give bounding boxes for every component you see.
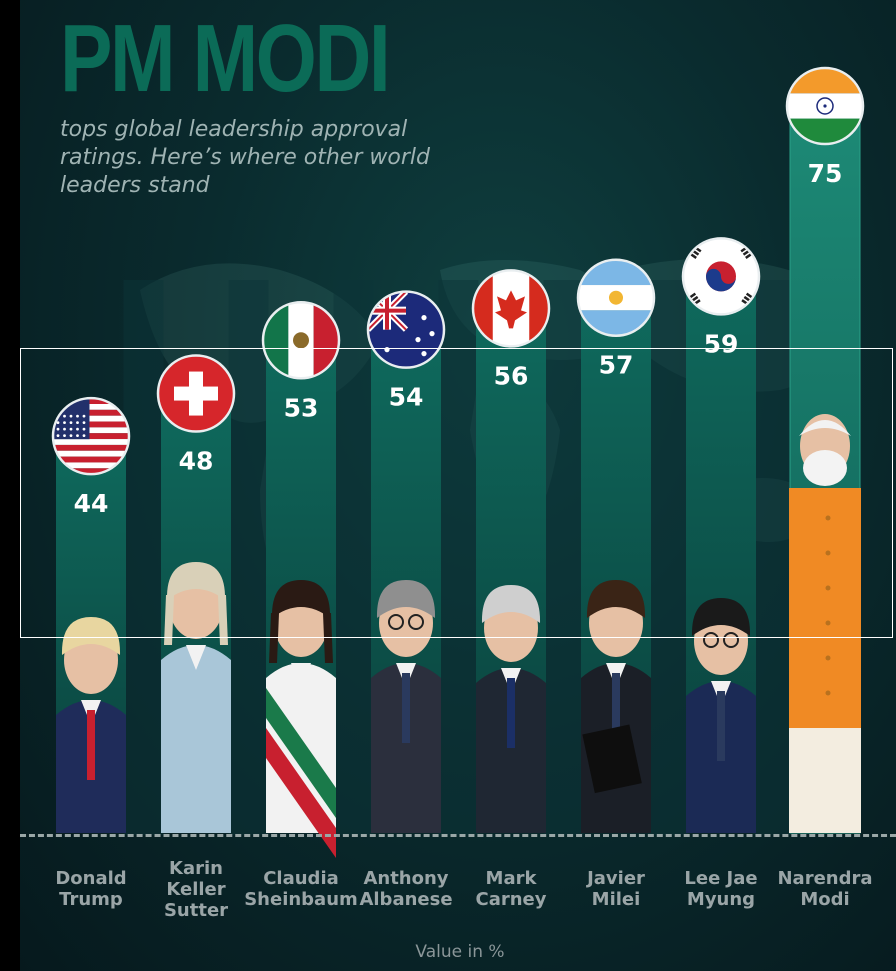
- x-axis-label: Value in %: [415, 942, 505, 962]
- category-label-line: Carney: [475, 889, 547, 910]
- category-label: Mark Carney: [446, 868, 576, 910]
- category-label-line: Sheinbaum: [244, 889, 358, 910]
- category-label: Narendra Modi: [760, 868, 890, 910]
- leader-portrait: [161, 562, 231, 833]
- flag-india-icon: [785, 66, 865, 146]
- data-label: 48: [179, 447, 214, 476]
- category-label: Lee Jae Myung: [656, 868, 786, 910]
- category-label-line: Narendra: [777, 868, 873, 889]
- category-label: Karin Keller Sutter: [131, 858, 261, 921]
- left-border: [0, 0, 20, 971]
- flag-argentina-icon: [576, 258, 656, 337]
- category-label-line: Albanese: [359, 889, 453, 910]
- data-label: 53: [284, 393, 319, 422]
- category-label-line: Milei: [591, 889, 641, 910]
- leader-portrait: [56, 617, 126, 833]
- bar-gap-shade: [123, 280, 164, 835]
- category-label-line: Mark: [485, 868, 537, 889]
- category-label-line: Keller: [166, 879, 226, 900]
- category-label-line: Sutter: [163, 900, 229, 921]
- leader-portrait: [789, 414, 861, 833]
- bar-gap-shade: [543, 280, 584, 835]
- flag-mexico-icon: [261, 301, 341, 380]
- category-label-line: Anthony: [363, 868, 449, 889]
- category-label-line: Claudia: [263, 868, 339, 889]
- category-label: Claudia Sheinbaum: [236, 868, 366, 910]
- page-title: PM MODI: [60, 5, 391, 112]
- bar-gap-shade: [228, 280, 269, 835]
- flag-switzerland-icon: [156, 354, 236, 433]
- flag-south-korea-icon: [681, 237, 761, 316]
- data-label: 56: [494, 361, 529, 390]
- category-label-line: Javier: [587, 868, 645, 889]
- leader-portrait: [266, 580, 336, 858]
- category-label: Javier Milei: [551, 868, 681, 910]
- flag-canada-icon: [471, 269, 551, 348]
- flag-usa-icon: [51, 396, 131, 476]
- data-label: 59: [704, 329, 739, 358]
- chart-baseline: [20, 834, 896, 837]
- category-label: Donald Trump: [26, 868, 156, 910]
- flag-australia-icon: [366, 290, 446, 369]
- category-label-line: Karin: [169, 858, 223, 879]
- data-label: 44: [74, 489, 109, 518]
- bar-gap-shade: [438, 280, 479, 835]
- bar-gap-shade: [648, 280, 689, 835]
- infographic-canvas: PM MODI tops global leadership approval …: [20, 0, 896, 971]
- data-label: 75: [808, 159, 843, 188]
- leader-portrait: [371, 580, 441, 833]
- category-label-line: Myung: [686, 889, 756, 910]
- bar-gap-shade: [753, 280, 793, 835]
- data-label: 57: [599, 351, 634, 380]
- leader-portrait: [581, 580, 651, 833]
- leader-portrait: [686, 598, 756, 833]
- category-label: Anthony Albanese: [341, 868, 471, 910]
- bar-chart: 44 48 53 54 56 57 59 75: [51, 66, 865, 858]
- category-label-line: Lee Jae: [684, 868, 758, 889]
- data-label: 54: [389, 383, 424, 412]
- category-label-line: Trump: [59, 889, 123, 910]
- category-label-line: Modi: [800, 889, 850, 910]
- bar-gap-shade: [333, 280, 374, 835]
- leader-portrait: [476, 585, 546, 833]
- page-subtitle: tops global leadership approval ratings.…: [60, 117, 430, 198]
- category-label-line: Donald: [55, 868, 127, 889]
